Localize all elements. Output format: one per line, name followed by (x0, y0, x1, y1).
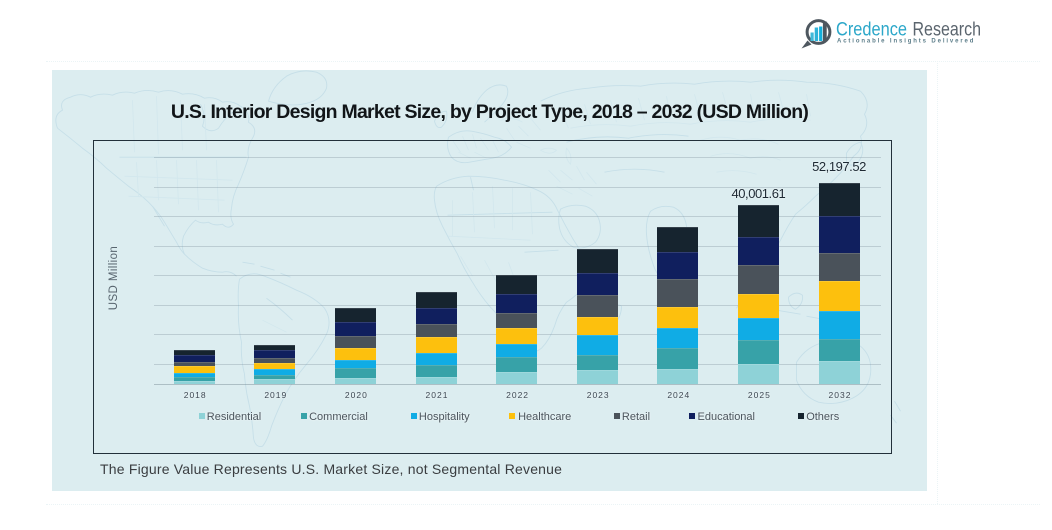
svg-text:Research: Research (913, 19, 982, 40)
svg-text:Credence: Credence (836, 19, 907, 40)
svg-text:Actionable Insights Delivered: Actionable Insights Delivered (837, 39, 975, 45)
